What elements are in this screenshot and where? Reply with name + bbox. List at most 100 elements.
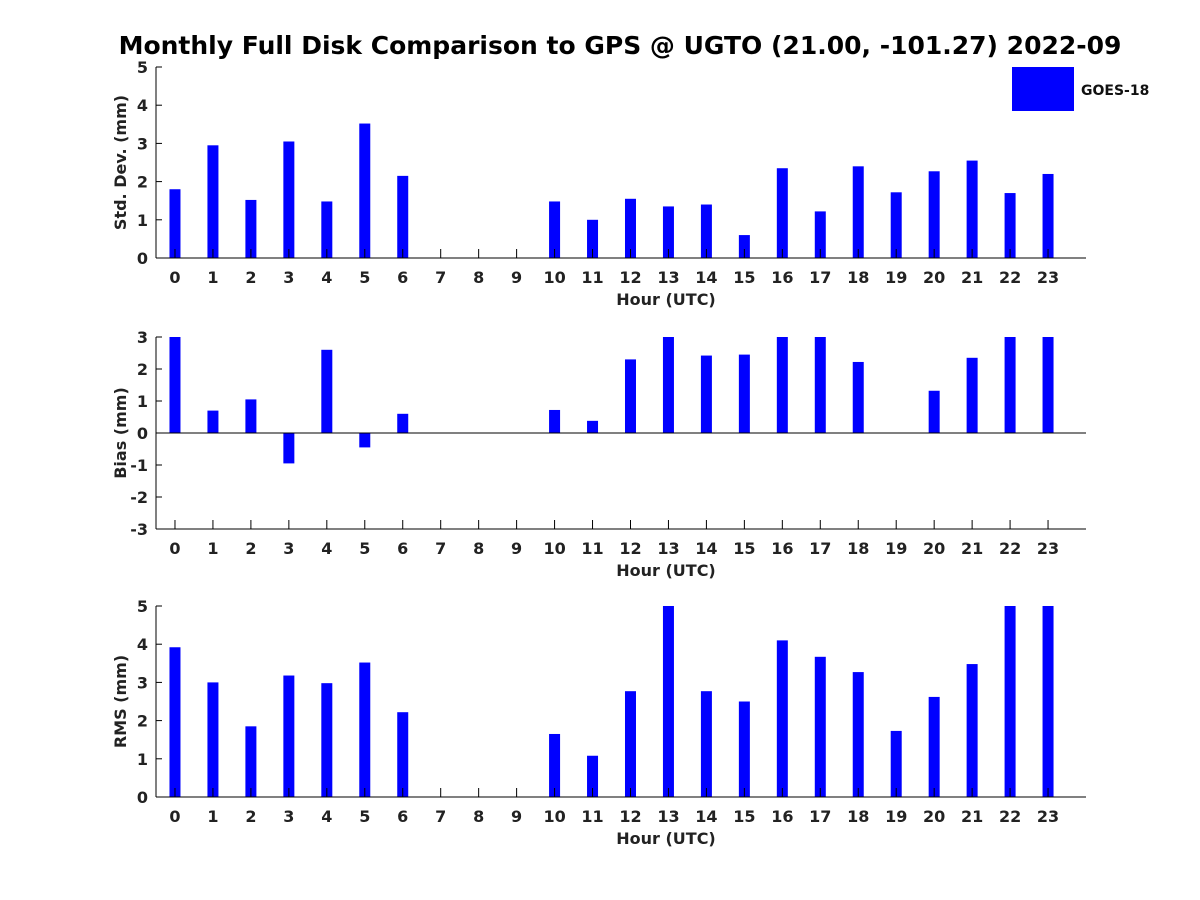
x-tick-label: 18 — [847, 268, 869, 287]
x-tick-label: 12 — [619, 539, 641, 558]
x-tick-label: 22 — [999, 268, 1021, 287]
bar-panel1-hour-21 — [966, 160, 978, 258]
x-tick-label: 19 — [885, 539, 907, 558]
bar-panel1-hour-0 — [169, 189, 181, 258]
y-tick-label: 5 — [137, 58, 148, 77]
bar-panel2-hour-15 — [738, 354, 750, 433]
x-tick-label: 19 — [885, 268, 907, 287]
y-tick-label: 3 — [137, 673, 148, 692]
x-tick-label: 14 — [695, 268, 717, 287]
y-tick-label: 0 — [137, 249, 148, 268]
bar-panel3-hour-14 — [700, 691, 712, 797]
x-tick-label: 14 — [695, 539, 717, 558]
x-tick-label: 7 — [435, 807, 446, 826]
x-tick-label: 10 — [543, 268, 565, 287]
x-tick-label: 11 — [581, 539, 603, 558]
y-axis-label: Std. Dev. (mm) — [111, 95, 130, 230]
y-tick-label: 1 — [137, 750, 148, 769]
bar-panel3-hour-15 — [738, 701, 750, 797]
y-tick-label: 4 — [137, 96, 148, 115]
x-tick-label: 6 — [397, 268, 408, 287]
bar-panel1-hour-22 — [1004, 193, 1016, 258]
bar-panel1-hour-18 — [852, 166, 864, 258]
bar-panel1-hour-4 — [321, 201, 333, 258]
x-tick-label: 5 — [359, 268, 370, 287]
bar-panel2-hour-23 — [1042, 337, 1054, 433]
x-tick-label: 23 — [1037, 807, 1059, 826]
y-axis-label: Bias (mm) — [111, 387, 130, 479]
x-tick-label: 1 — [207, 539, 218, 558]
bar-panel3-hour-21 — [966, 664, 978, 797]
x-tick-label: 16 — [771, 539, 793, 558]
x-tick-label: 10 — [543, 807, 565, 826]
bar-panel2-hour-6 — [397, 413, 409, 433]
bar-panel3-hour-23 — [1042, 606, 1054, 797]
legend: GOES-18 — [1012, 67, 1149, 111]
x-tick-label: 21 — [961, 539, 983, 558]
x-tick-label: 13 — [657, 807, 679, 826]
x-tick-label: 3 — [283, 268, 294, 287]
y-tick-label: 2 — [137, 712, 148, 731]
x-tick-label: 8 — [473, 539, 484, 558]
x-tick-label: 0 — [169, 268, 180, 287]
bar-panel2-hour-5 — [359, 433, 371, 448]
bar-panel2-hour-17 — [814, 337, 826, 433]
bar-panel3-hour-19 — [890, 730, 902, 797]
bar-panel1-hour-23 — [1042, 173, 1054, 258]
bar-panel1-hour-1 — [207, 145, 219, 258]
x-tick-label: 19 — [885, 807, 907, 826]
bar-panel3-hour-1 — [207, 682, 219, 797]
bar-panel3-hour-0 — [169, 647, 181, 797]
x-tick-label: 6 — [397, 807, 408, 826]
bar-panel2-hour-13 — [662, 337, 674, 433]
bar-panel3-hour-6 — [397, 712, 409, 797]
bar-panel3-hour-11 — [587, 755, 599, 797]
bar-panel1-hour-10 — [549, 201, 561, 258]
bar-panel3-hour-22 — [1004, 606, 1016, 797]
x-tick-label: 6 — [397, 539, 408, 558]
y-tick-label: -3 — [130, 520, 148, 539]
x-axis-label: Hour (UTC) — [616, 561, 716, 580]
bar-panel3-hour-3 — [283, 675, 295, 797]
bar-panel2-hour-22 — [1004, 337, 1016, 433]
x-tick-label: 1 — [207, 807, 218, 826]
y-axis-label: RMS (mm) — [111, 655, 130, 748]
legend-swatch — [1012, 67, 1074, 111]
bar-panel3-hour-10 — [549, 733, 561, 797]
x-tick-label: 20 — [923, 807, 945, 826]
x-tick-label: 12 — [619, 268, 641, 287]
y-tick-label: 3 — [137, 328, 148, 347]
bar-panel1-hour-17 — [814, 211, 826, 258]
y-tick-label: 3 — [137, 134, 148, 153]
x-axis-label: Hour (UTC) — [616, 829, 716, 848]
bar-panel2-hour-21 — [966, 357, 978, 433]
x-tick-label: 7 — [435, 268, 446, 287]
x-tick-label: 9 — [511, 539, 522, 558]
bar-panel1-hour-5 — [359, 123, 371, 258]
bar-panel3-hour-5 — [359, 662, 371, 797]
x-tick-label: 23 — [1037, 539, 1059, 558]
y-tick-label: 2 — [137, 360, 148, 379]
x-tick-label: 2 — [245, 539, 256, 558]
x-tick-label: 17 — [809, 539, 831, 558]
bar-panel1-hour-15 — [738, 235, 750, 258]
bar-panel2-hour-1 — [207, 410, 219, 433]
x-tick-label: 22 — [999, 807, 1021, 826]
bar-panel2-hour-12 — [624, 359, 636, 433]
bar-panel3-hour-18 — [852, 672, 864, 797]
bar-panel1-hour-3 — [283, 141, 295, 258]
x-tick-label: 4 — [321, 539, 332, 558]
bar-panel3-hour-4 — [321, 683, 333, 797]
y-tick-label: 5 — [137, 597, 148, 616]
bar-panel2-hour-2 — [245, 399, 257, 433]
x-tick-label: 11 — [581, 268, 603, 287]
x-tick-label: 16 — [771, 268, 793, 287]
y-tick-label: 0 — [137, 788, 148, 807]
bar-panel3-hour-12 — [624, 691, 636, 797]
bar-panel2-hour-18 — [852, 361, 864, 433]
bar-panel2-hour-20 — [928, 390, 940, 433]
x-tick-label: 17 — [809, 268, 831, 287]
